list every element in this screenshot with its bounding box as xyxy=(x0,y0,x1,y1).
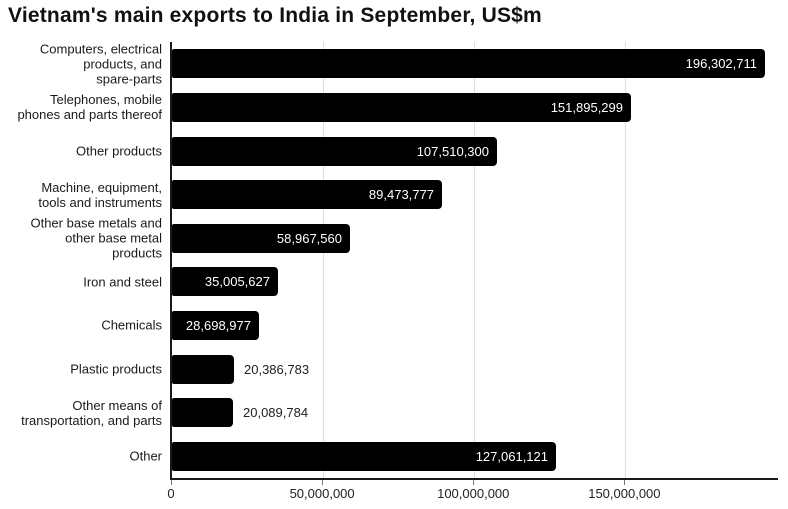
bar-row: 58,967,560 xyxy=(172,223,778,253)
bar-value-label: 20,386,783 xyxy=(244,361,310,377)
bar-row: 196,302,711 xyxy=(172,49,778,79)
bar: 127,061,121 xyxy=(172,441,556,471)
bar: 196,302,711 xyxy=(172,49,765,79)
x-tick-label: 50,000,000 xyxy=(289,486,355,501)
gridline xyxy=(474,42,476,478)
x-tick-label: 150,000,000 xyxy=(588,486,661,501)
x-tick xyxy=(171,480,172,485)
category-label: Other xyxy=(129,448,162,464)
category-label: Computers, electrical products, and spar… xyxy=(39,41,162,87)
gridline xyxy=(625,42,627,478)
category-label: Other base metals and other base metal p… xyxy=(30,215,162,261)
category-label: Machine, equipment, tools and instrument… xyxy=(38,179,162,210)
x-tick-label: 0 xyxy=(167,486,175,501)
x-tick xyxy=(322,480,324,485)
bar: 89,473,777 xyxy=(172,180,442,210)
x-tick xyxy=(624,480,626,485)
category-label: Plastic products xyxy=(70,361,162,377)
bar-row: 127,061,121 xyxy=(172,441,778,471)
gridline xyxy=(323,42,325,478)
bar-value-label: 58,967,560 xyxy=(276,230,342,246)
plot-area: 196,302,711 151,895,299 107,510,300 89,473,… xyxy=(170,42,778,480)
category-label: Iron and steel xyxy=(83,274,162,290)
bar-value-label: 107,510,300 xyxy=(416,143,489,159)
bar-value-label: 127,061,121 xyxy=(475,448,548,464)
x-tick-label: 100,000,000 xyxy=(437,486,510,501)
bar: 28,698,977 xyxy=(172,310,259,340)
bar-row: 151,895,299 xyxy=(172,92,778,122)
bar-value-label: 28,698,977 xyxy=(185,317,251,333)
x-tick xyxy=(473,480,475,485)
bar-row: 28,698,977 xyxy=(172,310,778,340)
chart-title: Vietnam's main exports to India in Septe… xyxy=(8,4,542,27)
bar: 151,895,299 xyxy=(172,92,631,122)
category-label: Chemicals xyxy=(101,317,162,333)
bar-value-label: 20,089,784 xyxy=(243,405,309,421)
bar-row: 20,386,783 xyxy=(172,354,778,384)
bar-value-label: 196,302,711 xyxy=(685,56,757,72)
category-label: Other means of transportation, and parts xyxy=(21,397,162,428)
bar xyxy=(172,398,233,428)
bar-row: 20,089,784 xyxy=(172,398,778,428)
bar-value-label: 89,473,777 xyxy=(368,187,434,203)
bar: 58,967,560 xyxy=(172,223,350,253)
bar-value-label: 35,005,627 xyxy=(204,274,270,290)
category-label: Telephones, mobile phones and parts ther… xyxy=(17,92,162,123)
bar-row: 89,473,777 xyxy=(172,180,778,210)
bar: 107,510,300 xyxy=(172,136,497,166)
bar-value-label: 151,895,299 xyxy=(550,99,623,115)
bar xyxy=(172,354,234,384)
bar-row: 35,005,627 xyxy=(172,267,778,297)
bar: 35,005,627 xyxy=(172,267,278,297)
category-label: Other products xyxy=(76,143,162,159)
bar-row: 107,510,300 xyxy=(172,136,778,166)
